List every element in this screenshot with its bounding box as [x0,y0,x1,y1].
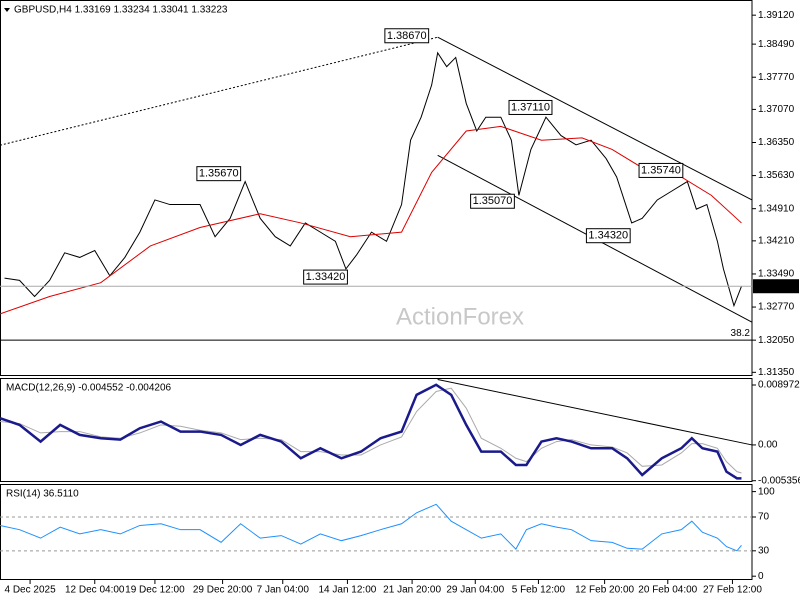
series-line [0,503,742,552]
y-tick-label: 1.33490 [758,269,795,280]
price-annotation: 1.37110 [508,99,553,115]
annotation-label: 1.37110 [511,101,550,113]
price-annotation: 1.35070 [470,193,515,209]
y-tick-label: 1.34210 [758,236,795,247]
y-tick-label: 1.32770 [758,302,795,313]
x-tick-label: 29 Dec 20:00 [193,585,253,596]
x-tick-label: 4 Dec 2025 [5,585,57,596]
price-annotation: 1.35740 [638,162,684,178]
annotation-label: 1.35070 [473,195,513,207]
annotation-box [196,166,242,182]
last-price-label: 1.33223 [757,281,794,292]
annotation-box [585,228,631,244]
x-tick-label: 7 Jan 04:00 [257,585,310,596]
panel-frame [0,0,753,376]
y-tick-label: 1.34910 [758,203,795,214]
y-tick-label: 0.00 [758,440,778,451]
level-label: 38.2 [731,328,751,339]
series-line [4,51,742,308]
y-tick-label: 30 [758,545,770,556]
panel-frame [0,484,753,580]
y-tick-label: 1.36350 [758,137,795,148]
panel-title: GBPUSD,H4 1.33169 1.33234 1.33041 1.3322… [14,5,228,16]
y-tick-label: 0.008972 [758,380,800,391]
series-line [0,383,742,480]
panel-frame [0,378,753,482]
y-tick-label: 1.32050 [758,335,795,346]
x-tick-label: 12 Feb 20:00 [575,585,634,596]
x-tick-label: 27 Feb 12:00 [703,585,762,596]
y-tick-label: 1.38490 [758,39,795,50]
y-tick-label: -0.005356 [758,475,800,486]
annotation-label: 1.35740 [641,164,681,176]
last-price-box [753,279,799,294]
x-tick-label: 19 Dec 12:00 [125,585,185,596]
annotation-label: 1.33420 [306,271,346,283]
panel-title: MACD(12,26,9) -0.004552 -0.004206 [6,383,172,394]
y-tick-label: 100 [758,486,775,497]
x-tick-label: 29 Jan 04:00 [446,585,504,596]
x-tick-label: 21 Jan 20:00 [383,585,441,596]
price-annotation: 1.33420 [303,269,348,285]
y-tick-label: 70 [758,512,770,523]
x-tick-label: 5 Feb 12:00 [512,585,566,596]
annotation-box [508,99,553,115]
trend-line [437,378,753,446]
annotation-box [303,269,348,285]
annotation-box [638,162,684,178]
y-tick-label: 0 [758,571,764,582]
price-annotation: 1.35670 [196,166,242,182]
annotation-box [470,193,515,209]
y-tick-label: 1.35630 [758,170,795,181]
x-tick-label: 20 Feb 04:00 [638,585,697,596]
price-annotation: 1.34320 [585,228,631,244]
trend-line [0,36,438,146]
y-tick-label: 1.37770 [758,72,795,83]
x-tick-label: 14 Jan 12:00 [319,585,377,596]
series-line [0,387,742,474]
symbol-marker [4,8,10,12]
trend-line [437,36,753,201]
annotation-label: 1.34320 [588,230,628,242]
watermark: ActionForex [396,303,524,330]
annotation-box [384,28,430,44]
annotation-label: 1.35670 [199,168,239,180]
panel-title: RSI(14) 36.5110 [6,489,79,500]
y-tick-label: 1.39120 [758,10,795,21]
y-tick-label: 1.37070 [758,104,795,115]
x-tick-label: 12 Dec 04:00 [65,585,125,596]
annotation-label: 1.38670 [387,30,427,42]
price-annotation: 1.38670 [384,28,430,44]
y-tick-label: 1.31350 [758,367,795,378]
